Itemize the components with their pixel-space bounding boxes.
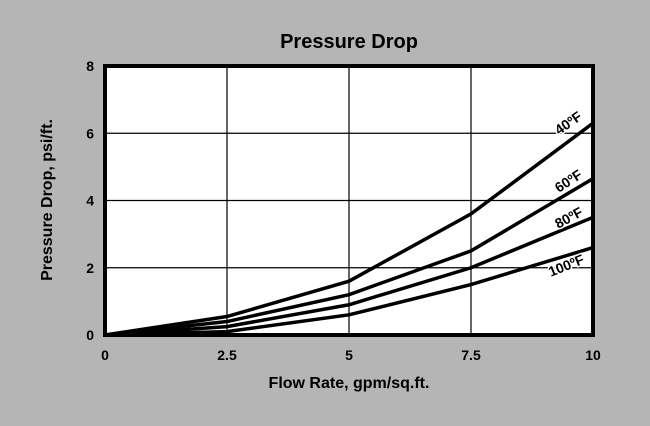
- x-tick-label: 2.5: [217, 347, 237, 363]
- y-axis-label: Pressure Drop, psi/ft.: [39, 119, 56, 281]
- y-tick-label: 4: [86, 193, 94, 209]
- y-tick-label: 2: [86, 260, 94, 276]
- chart-title: Pressure Drop: [280, 31, 418, 53]
- y-tick-label: 8: [86, 58, 94, 74]
- x-axis-label: Flow Rate, gpm/sq.ft.: [269, 375, 430, 392]
- series-line-2: [104, 215, 594, 337]
- series-line-0: [104, 121, 595, 337]
- x-tick-label: 5: [345, 347, 353, 363]
- x-tick-label: 10: [585, 347, 601, 363]
- series-line-1: [104, 177, 594, 337]
- plot-border: [103, 64, 595, 337]
- y-tick-label: 6: [86, 125, 94, 141]
- series-line-3: [104, 245, 594, 337]
- x-tick-label: 7.5: [461, 347, 481, 363]
- x-tick-label: 0: [101, 347, 109, 363]
- y-tick-label: 0: [86, 327, 94, 343]
